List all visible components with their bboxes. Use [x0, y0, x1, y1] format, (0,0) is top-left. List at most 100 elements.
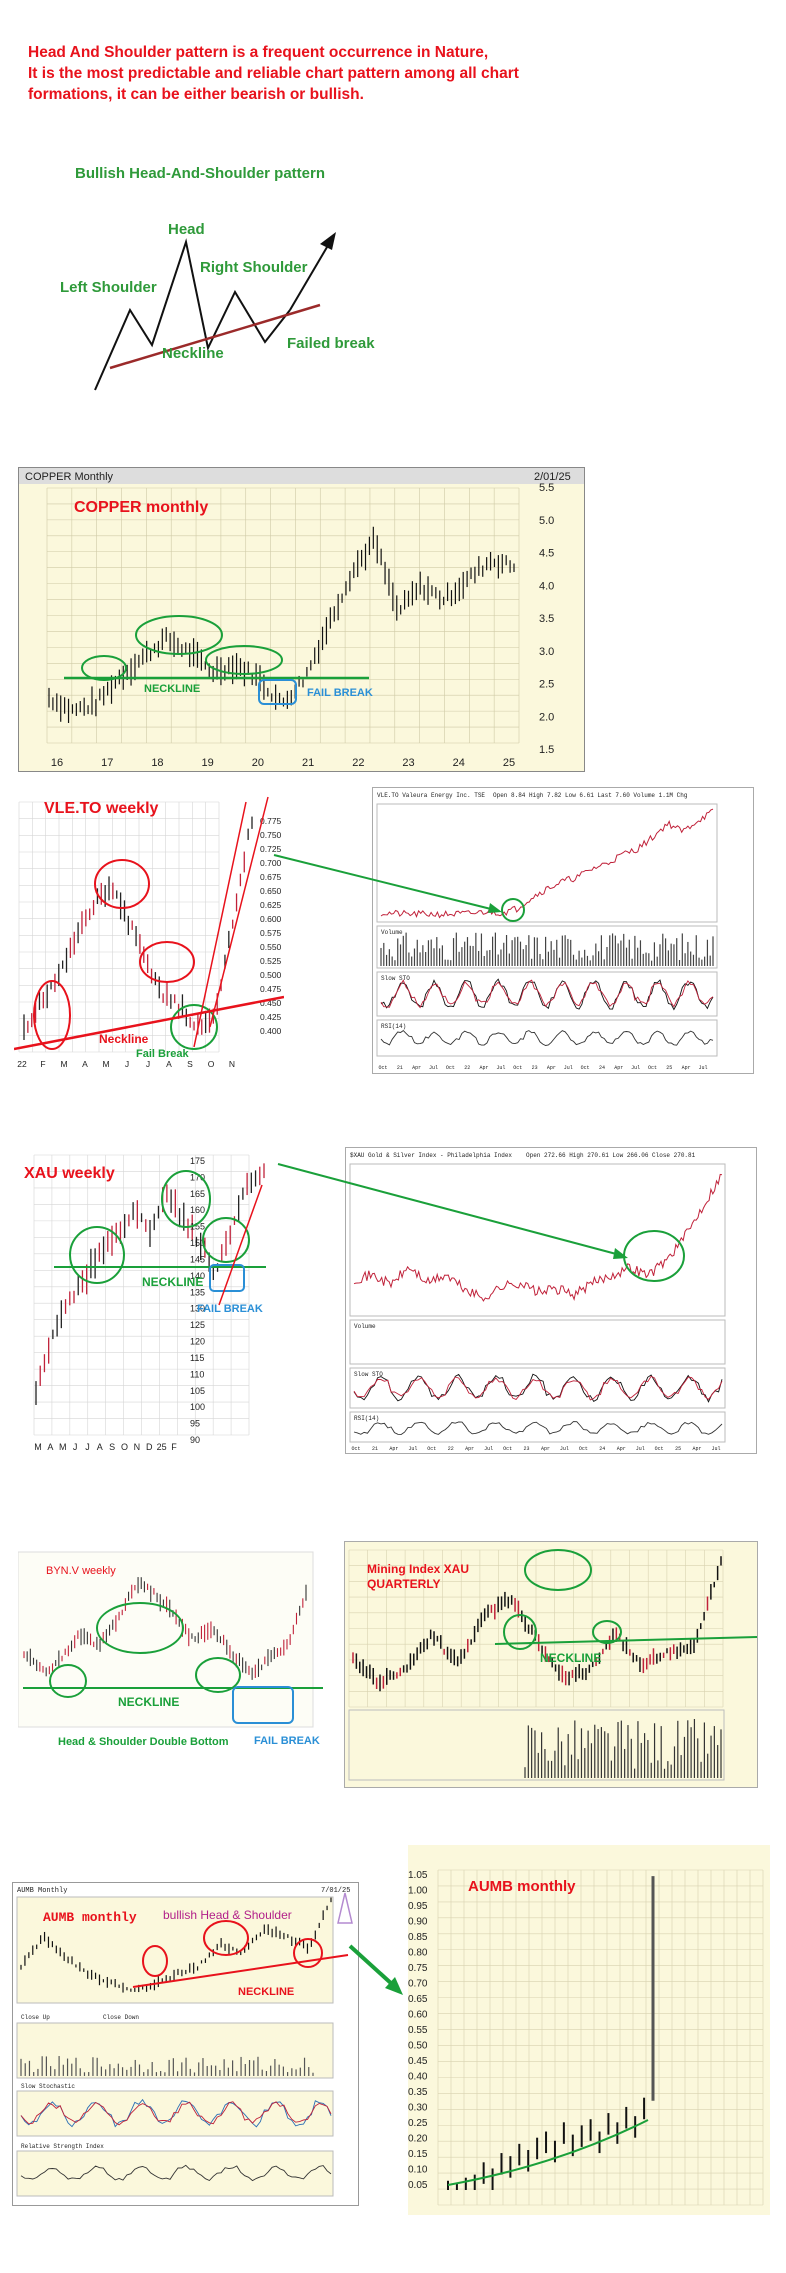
vle-long-volume-frame — [376, 925, 718, 969]
diagram-neckline — [109, 303, 321, 370]
mining-neckline — [494, 1636, 758, 1645]
xau-long-price-frame — [349, 1163, 726, 1317]
copper-left-shoulder-circle — [81, 655, 127, 681]
vle-fail-break-circle — [170, 1004, 218, 1050]
vle-left-shoulder-circle — [33, 980, 71, 1050]
xau-fail-break-box — [209, 1264, 245, 1292]
vle-long-x-tick: Oct — [513, 1065, 522, 1071]
pattern-line — [94, 238, 291, 391]
aumb-long-y-tick: 0.65 — [408, 1994, 428, 2005]
xau-long-subheader: Open 272.66 High 270.61 Low 266.06 Close… — [526, 1152, 696, 1159]
copper-y-tick: 2.5 — [539, 679, 554, 691]
aumb-connector-line — [348, 1944, 395, 1987]
copper-x-tick: 25 — [503, 757, 515, 769]
vle-long-rsi — [380, 1030, 714, 1046]
vle-long-x-axis: Oct 21 Apr Jul Oct 22 Apr Jul Oct 23 Apr Jul Oct 24 Ap… — [378, 1065, 707, 1071]
xau-trendline — [218, 1184, 263, 1306]
xau-connector-arrowhead — [613, 1248, 628, 1259]
vle-price-bars — [23, 816, 253, 1040]
byn-neckline-label: NECKLINE — [118, 1695, 179, 1709]
label-right-shoulder: Right Shoulder — [200, 259, 308, 276]
vle-x-tick: J — [125, 1059, 129, 1069]
vle-long-x-tick: Apr — [614, 1065, 623, 1071]
aumb-small-header: AUMB Monthly — [17, 1887, 67, 1895]
xau-long-x-tick: Jul — [408, 1446, 417, 1452]
aumb-long-grid — [437, 1869, 764, 2206]
xau-long-header: $XAU Gold & Silver Index - Philadelphia … — [350, 1152, 512, 1159]
vle-title: VLE.TO weekly — [44, 800, 159, 817]
vle-long-x-tick: Jul — [698, 1065, 707, 1071]
vle-long-x-tick: Apr — [547, 1065, 556, 1071]
vle-x-tick: M — [60, 1059, 67, 1069]
vle-long-rsi-label: RSI(14) — [381, 1023, 406, 1030]
vle-x-tick: S — [187, 1059, 193, 1069]
copper-y-tick: 5.5 — [539, 482, 554, 494]
byn-chart: BYN.V weekly NECKLINE Head & Shoulder Do… — [17, 1548, 328, 1760]
mining-left-shoulder-circle — [503, 1614, 537, 1650]
mining-volume-bars — [524, 1718, 722, 1778]
aumb-small-volume-frame — [16, 2022, 334, 2079]
xau-left-shoulder-circle — [69, 1226, 125, 1284]
vle-long-sto-lines — [380, 978, 714, 1011]
vle-fail-break-label: Fail Break — [136, 1048, 189, 1060]
aumb-small-date: 7/01/25 — [321, 1887, 350, 1895]
byn-right-shoulder-circle — [195, 1657, 241, 1693]
aumb-small-rsi-label: Relative Strength Index — [21, 2143, 104, 2150]
aumb-small-price-frame — [16, 1896, 334, 2004]
xau-long-volume-label: Volume — [354, 1323, 376, 1330]
aumb-long-y-tick: 0.10 — [408, 2165, 428, 2176]
copper-svg: COPPER Monthly 2/01/25 5.5 5.0 4.5 4.0 3.5 3.… — [19, 468, 584, 769]
copper-y-tick: 4.5 — [539, 548, 554, 560]
xau-long-sto-frame — [349, 1367, 726, 1409]
copper-y-tick: 1.5 — [539, 744, 554, 756]
aumb-small-right-shoulder-circle — [293, 1938, 323, 1968]
xau-x-tick: A — [47, 1442, 53, 1450]
xau-y-tick: 110 — [190, 1369, 204, 1379]
mining-chart: Mining Index XAU QUARTERLY NECKLINE — [344, 1541, 758, 1788]
aumb-small-title: AUMB monthly — [43, 1910, 137, 1925]
xau-x-tick: F — [171, 1442, 177, 1450]
copper-x-tick: 23 — [402, 757, 414, 769]
xau-x-tick: D — [146, 1442, 153, 1450]
vle-right-shoulder-circle — [139, 941, 195, 983]
xau-x-tick: J — [85, 1442, 90, 1450]
aumb-long-y-axis: 1.05 1.00 0.95 0.90 0.85 0.80 0.75 0.70 0.65 0.60… — [408, 1870, 428, 2191]
intro-line-3: formations, it can be either bearish or … — [28, 86, 364, 103]
aumb-long-y-tick: 0.95 — [408, 1901, 428, 1912]
aumb-small-neckline-label: NECKLINE — [238, 1986, 294, 1998]
vle-long-x-tick: Oct — [446, 1065, 455, 1071]
vle-long-breakout-circle — [501, 898, 525, 922]
copper-y-axis: 5.5 5.0 4.5 4.0 3.5 3.0 2.5 2.0 1.5 — [539, 482, 554, 756]
copper-x-axis: 16 17 18 19 20 21 22 23 24 25 — [51, 757, 515, 769]
aumb-small-sto-label: Slow Stochastic — [21, 2083, 75, 2090]
intro-line-1: Head And Shoulder pattern is a frequent … — [28, 44, 489, 61]
xau-long-x-tick: Apr — [693, 1446, 702, 1452]
xau-x-tick: A — [97, 1442, 103, 1450]
vle-y-tick: 0.575 — [260, 928, 282, 938]
aumb-long-y-tick: 0.60 — [408, 2010, 428, 2021]
xau-long-rsi — [353, 1421, 723, 1435]
xau-long-rsi-line — [353, 1421, 723, 1435]
vle-long-x-tick: Apr — [412, 1065, 421, 1071]
aumb-long-y-tick: 0.85 — [408, 1932, 428, 1943]
vle-long-rsi-frame — [376, 1019, 718, 1057]
byn-price-series — [23, 1577, 307, 1680]
aumb-small-price-series — [20, 1897, 332, 1993]
mining-neckline-label: NECKLINE — [540, 1651, 601, 1665]
vle-trendline-a — [193, 801, 247, 1048]
vle-y-tick: 0.475 — [260, 984, 282, 994]
xau-x-axis: M A M J J A S O N D 25 F — [34, 1442, 177, 1452]
xau-long-x-tick: 23 — [524, 1446, 530, 1452]
xau-y-tick: 105 — [190, 1386, 205, 1396]
vle-connector-arrowhead — [488, 903, 502, 913]
xau-x-tick: J — [73, 1442, 78, 1450]
xau-long-x-tick: Jul — [636, 1446, 645, 1452]
aumb-long-y-tick: 1.00 — [408, 1886, 428, 1897]
vle-long-price-line — [380, 808, 714, 919]
copper-x-tick: 22 — [352, 757, 364, 769]
vle-y-axis: 0.775 0.750 0.725 0.700 0.675 0.650 0.625 0.600… — [260, 816, 282, 1036]
xau-y-tick: 120 — [190, 1337, 205, 1347]
aumb-small-svg: AUMB Monthly 7/01/25 Close Up Close Down… — [16, 1887, 353, 2197]
vle-y-tick: 0.625 — [260, 900, 282, 910]
vle-x-tick: A — [82, 1059, 88, 1069]
